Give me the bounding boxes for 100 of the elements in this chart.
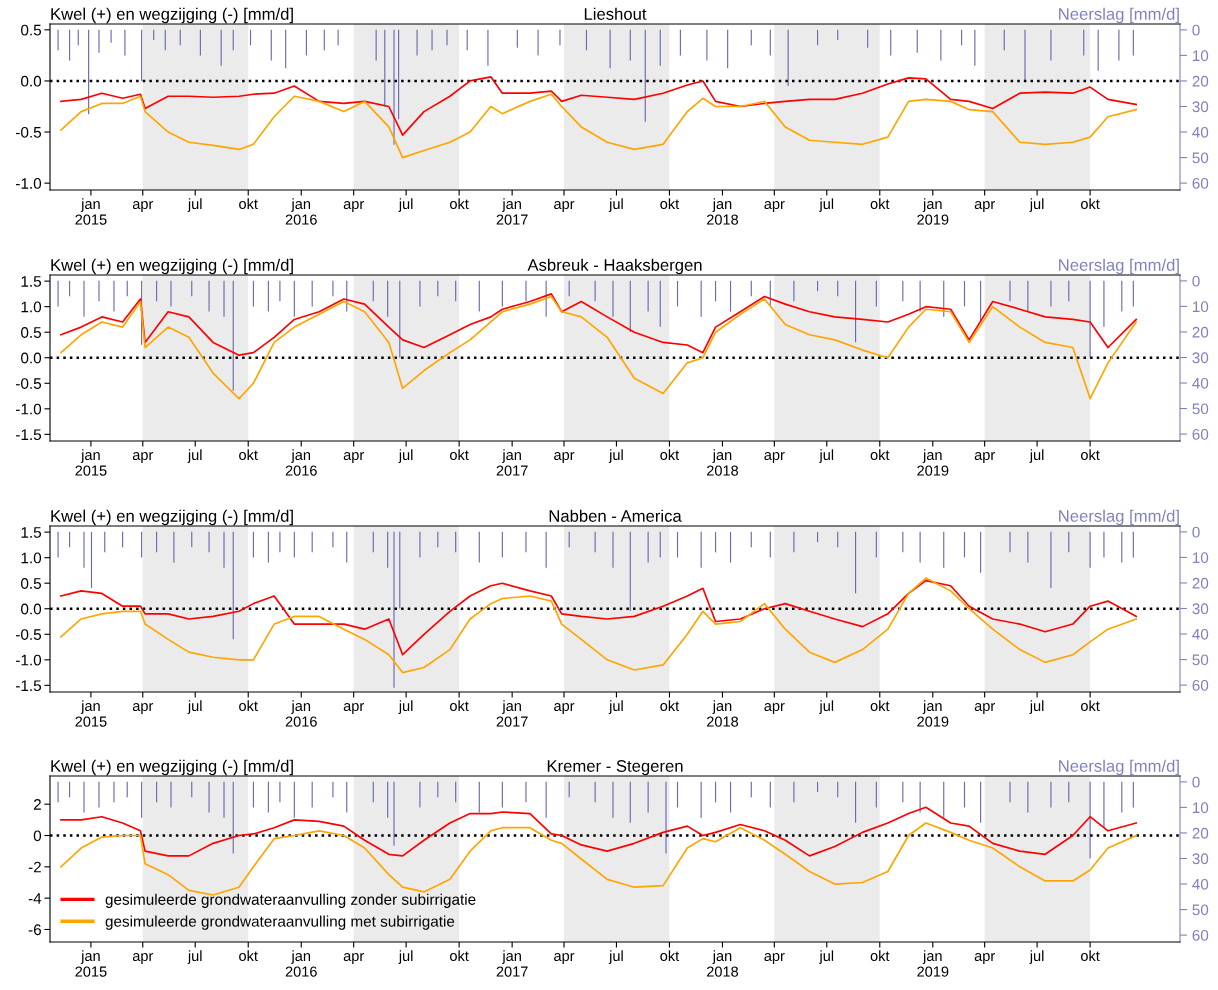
x-tick-label: okt [1080, 950, 1100, 962]
x-tick-label: jul [398, 950, 413, 964]
y2-tick-label: 0 [1192, 526, 1200, 538]
x-tick-label: apr [974, 953, 995, 964]
y2-tick-label: 10 [1192, 552, 1209, 564]
y-tick-label: 0.5 [21, 24, 42, 36]
x-tick-label: jul [819, 449, 834, 463]
y2-tick-label: 60 [1192, 679, 1209, 691]
x-tick-label: jul [187, 198, 202, 212]
x-tick-label: jan 2018 [706, 198, 739, 225]
x-tick-label: jan 2018 [706, 700, 739, 727]
x-tick-label: jul [1029, 198, 1044, 212]
x-tick-label: jan 2019 [917, 449, 949, 476]
y-tick-label: -0.5 [16, 126, 42, 138]
x-tick-label: jul [1029, 700, 1044, 714]
y2-tick-label: 30 [1192, 352, 1209, 364]
y2-tick-label: 20 [1192, 326, 1209, 338]
x-tick-label: okt [870, 950, 890, 962]
x-tick-label: apr [974, 703, 995, 714]
x-tick-label: jul [819, 198, 834, 212]
x-tick-label: apr [132, 201, 154, 212]
x-tick-label: jul [608, 198, 623, 212]
x-tick-label: apr [343, 201, 364, 212]
y2-axis-title: Neerslag [mm/d] [1059, 7, 1179, 24]
y-tick-label: -2 [28, 861, 41, 873]
y2-tick-label: 20 [1192, 577, 1209, 589]
y2-tick-label: 0 [1192, 24, 1200, 36]
y2-tick-label: 40 [1192, 628, 1209, 640]
x-tick-label: jan 2016 [285, 700, 317, 727]
y2-tick-label: 10 [1192, 50, 1209, 62]
x-tick-label: jan 2016 [285, 198, 317, 225]
line-series [60, 577, 1138, 674]
x-tick-label: jul [819, 700, 834, 714]
x-tick-label: jul [187, 700, 202, 714]
x-tick-label: okt [450, 700, 469, 712]
x-tick-label: apr [554, 953, 575, 964]
y2-tick-label: 30 [1192, 603, 1209, 615]
y2-axis-title: Neerslag [mm/d] [1059, 759, 1179, 776]
x-tick-label: jan 2017 [496, 449, 528, 476]
x-tick-label: apr [764, 953, 785, 964]
y2-tick-label: 60 [1192, 177, 1209, 189]
x-tick-label: apr [764, 452, 785, 463]
y2-tick-label: 60 [1192, 428, 1209, 440]
y2-tick-label: 0 [1192, 275, 1200, 287]
x-tick-label: okt [239, 700, 258, 712]
y-tick-label: 1.0 [21, 552, 42, 564]
y-tick-label: 0.0 [21, 75, 42, 87]
x-tick-label: okt [239, 449, 258, 461]
x-tick-label: apr [132, 953, 154, 964]
x-tick-label: jan 2019 [917, 950, 949, 977]
y-tick-label: -0.5 [16, 378, 42, 389]
x-tick-label: jan 2015 [75, 449, 107, 476]
x-tick-label: jan 2016 [285, 449, 317, 476]
x-tick-label: okt [660, 950, 680, 962]
x-tick-label: jul [608, 700, 623, 714]
x-tick-label: apr [974, 201, 995, 212]
y2-tick-label: 50 [1192, 403, 1209, 415]
line-series [60, 293, 1138, 357]
y2-axis-title: Neerslag [mm/d] [1059, 258, 1179, 275]
y-tick-label: 1.5 [21, 276, 42, 287]
y-tick-label: 2 [33, 799, 41, 810]
x-tick-label: okt [450, 950, 469, 962]
x-tick-label: okt [660, 700, 680, 712]
y-tick-label: -6 [28, 924, 41, 936]
line-series [60, 806, 1138, 857]
x-tick-label: okt [870, 449, 890, 461]
y2-tick-label: 40 [1192, 377, 1209, 389]
y-axis-title: Kwel (+) en wegzijging (-) [mm/d] [51, 509, 293, 526]
x-tick-label: apr [343, 953, 364, 964]
y-tick-label: -1.0 [16, 178, 42, 189]
x-tick-label: apr [132, 452, 154, 463]
x-tick-label: jan 2015 [75, 198, 107, 225]
x-tick-label: jul [1029, 950, 1044, 964]
x-tick-label: okt [450, 198, 469, 210]
legend-label: gesimuleerde grondwateraanvulling met subirrigatie [105, 915, 455, 930]
x-tick-label: apr [554, 452, 575, 463]
x-tick-label: jan 2015 [75, 700, 107, 727]
x-tick-label: jan 2018 [706, 950, 739, 977]
y-tick-label: 1.0 [21, 301, 42, 313]
y2-tick-label: 40 [1192, 878, 1209, 890]
y-tick-label: -1.5 [16, 429, 42, 441]
x-tick-label: jan 2017 [496, 950, 528, 977]
x-tick-label: jul [398, 449, 413, 463]
y2-tick-label: 30 [1192, 101, 1209, 113]
x-tick-label: jan 2017 [496, 198, 528, 225]
y-tick-label: -1.0 [16, 654, 42, 666]
chart-title: Lieshout [584, 7, 647, 20]
x-tick-label: okt [239, 950, 258, 962]
x-tick-label: jan 2018 [706, 449, 739, 476]
x-tick-label: okt [239, 198, 258, 210]
y-tick-label: -0.5 [16, 629, 42, 640]
y2-tick-label: 0 [1192, 776, 1200, 788]
x-tick-label: jan 2017 [496, 700, 528, 727]
x-tick-label: okt [870, 700, 890, 712]
x-tick-label: okt [1080, 700, 1100, 712]
y-tick-label: 1.5 [21, 527, 42, 538]
y-tick-label: -1.5 [16, 680, 42, 692]
x-tick-label: apr [343, 703, 364, 714]
y2-tick-label: 10 [1192, 301, 1209, 313]
y-tick-label: 0.0 [21, 352, 42, 364]
